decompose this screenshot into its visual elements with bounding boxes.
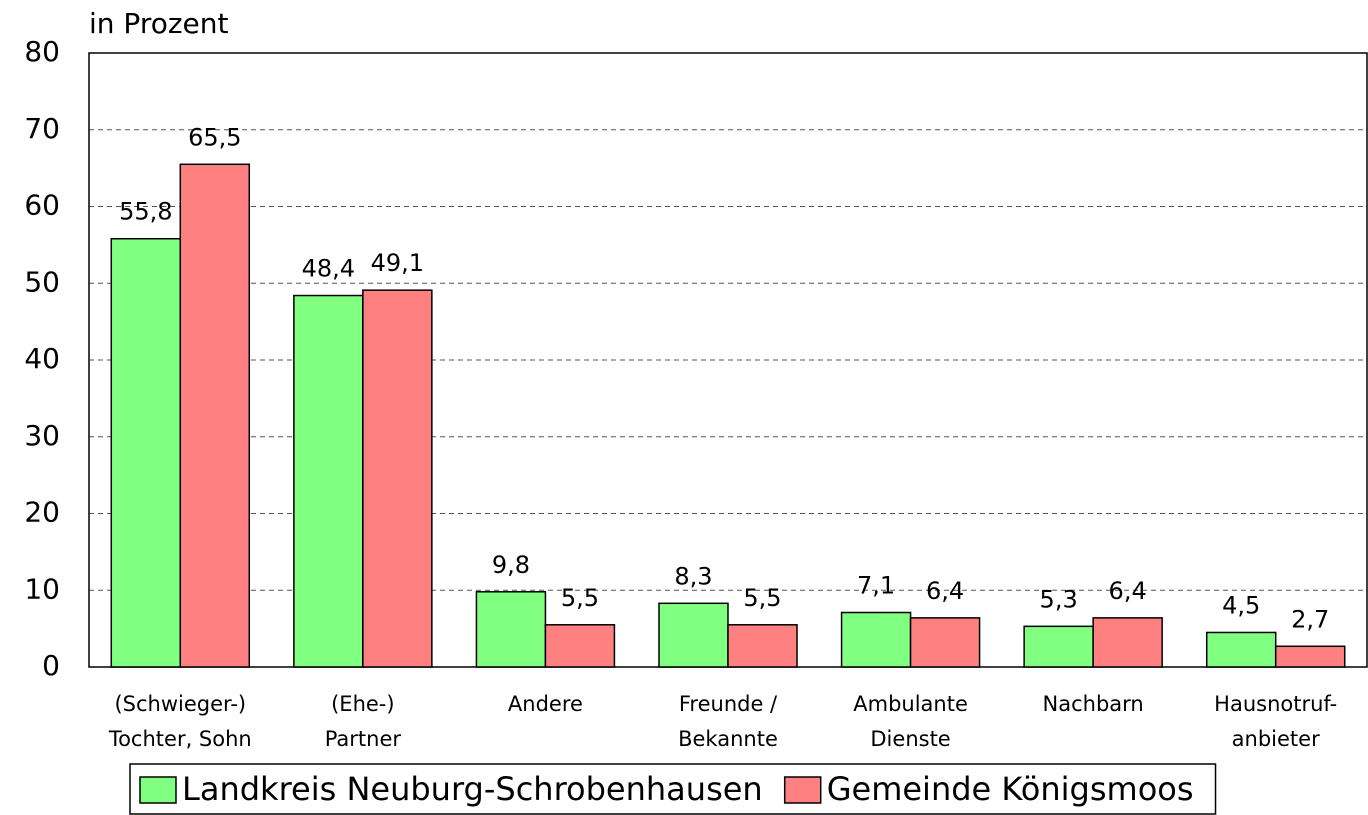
data-label: 8,3 bbox=[674, 562, 712, 590]
data-label: 5,5 bbox=[561, 584, 599, 612]
y-tick-label: 30 bbox=[24, 419, 60, 452]
data-label: 9,8 bbox=[492, 551, 530, 579]
x-tick-label: Tochter, Sohn bbox=[108, 727, 252, 751]
y-tick-label: 10 bbox=[24, 572, 60, 605]
bar bbox=[110, 237, 182, 668]
y-axis-label: in Prozent bbox=[89, 7, 229, 40]
y-tick-label: 50 bbox=[24, 265, 60, 298]
x-tick-label: Ambulante bbox=[853, 692, 968, 716]
bar bbox=[727, 624, 798, 668]
bar bbox=[1092, 617, 1163, 668]
legend-box bbox=[129, 763, 1217, 815]
data-label: 48,4 bbox=[302, 255, 355, 283]
bar bbox=[544, 624, 616, 668]
bar bbox=[1023, 625, 1094, 668]
bar bbox=[1205, 631, 1277, 668]
data-label: 2,7 bbox=[1291, 605, 1329, 633]
bar bbox=[658, 602, 729, 668]
x-tick-label: Andere bbox=[508, 692, 583, 716]
data-label: 65,5 bbox=[188, 123, 241, 151]
data-label: 7,1 bbox=[857, 572, 895, 600]
legend-swatch bbox=[139, 776, 177, 804]
x-tick-label: Bekannte bbox=[678, 727, 778, 751]
x-tick-label: Freunde / bbox=[679, 692, 778, 716]
data-label: 5,3 bbox=[1040, 585, 1078, 613]
bar bbox=[362, 289, 433, 668]
data-label: 5,5 bbox=[743, 584, 781, 612]
y-tick-label: 20 bbox=[24, 496, 60, 529]
y-tick-label: 80 bbox=[24, 35, 60, 68]
data-label: 6,4 bbox=[1109, 577, 1147, 605]
data-label: 4,5 bbox=[1222, 591, 1260, 619]
bar bbox=[179, 163, 251, 668]
x-tick-label: Partner bbox=[325, 727, 402, 751]
y-tick-label: 40 bbox=[24, 342, 60, 375]
y-tick-label: 60 bbox=[24, 189, 60, 222]
legend-swatch bbox=[783, 776, 822, 804]
bar bbox=[293, 294, 364, 668]
x-tick-label: anbieter bbox=[1232, 727, 1320, 751]
x-tick-label: Dienste bbox=[870, 727, 950, 751]
x-tick-label: (Schwieger-) bbox=[114, 692, 246, 716]
y-tick-label: 70 bbox=[24, 112, 60, 145]
y-tick-label: 0 bbox=[42, 649, 60, 682]
legend-label: Landkreis Neuburg-Schrobenhausen bbox=[182, 770, 763, 808]
data-label: 55,8 bbox=[119, 198, 172, 226]
x-tick-label: Hausnotruf- bbox=[1214, 692, 1337, 716]
data-label: 6,4 bbox=[926, 577, 964, 605]
bar bbox=[1274, 645, 1346, 668]
bar bbox=[909, 617, 981, 668]
legend-label: Gemeinde Königsmoos bbox=[827, 770, 1194, 808]
bar bbox=[475, 591, 547, 668]
x-tick-label: (Ehe-) bbox=[331, 692, 394, 716]
data-label: 49,1 bbox=[371, 249, 424, 277]
x-tick-label: Nachbarn bbox=[1043, 692, 1144, 716]
bar bbox=[840, 611, 912, 668]
